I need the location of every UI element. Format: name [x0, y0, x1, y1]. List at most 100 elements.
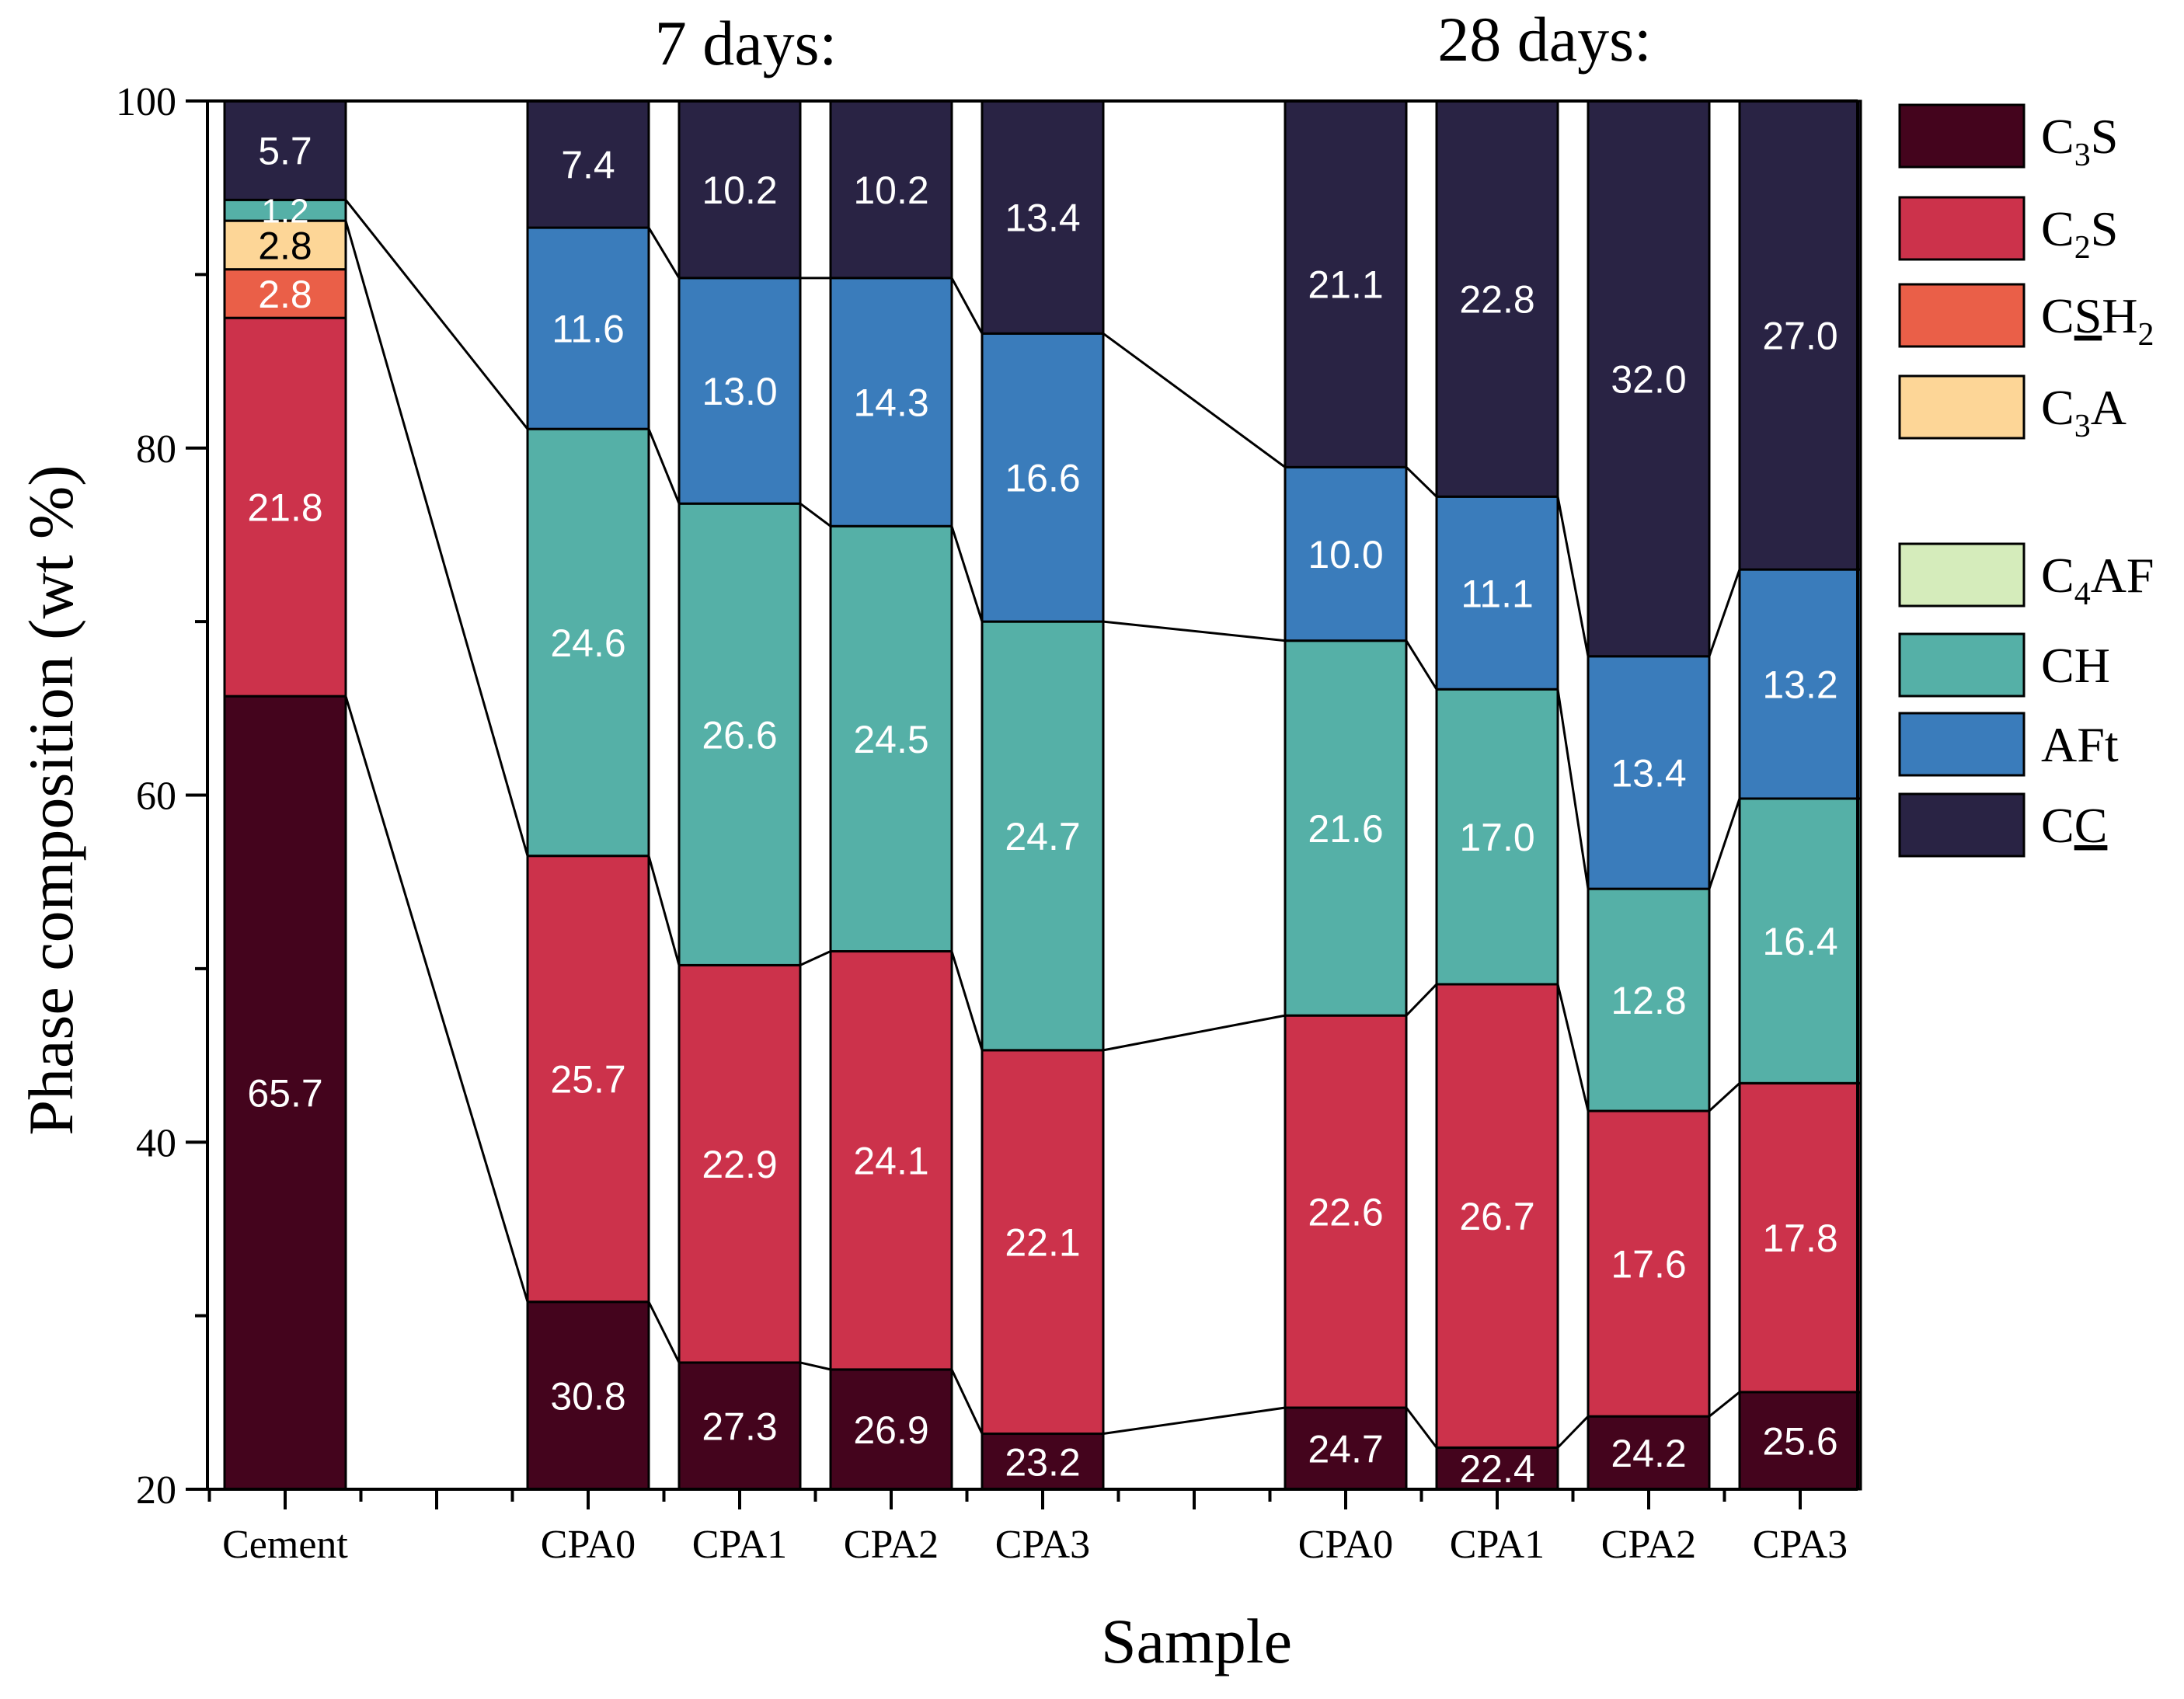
- bar-segment-cc-8: [1738, 99, 1862, 571]
- bar-segment-aft-7: [1587, 655, 1711, 890]
- group-title-28-days: 28 days:: [1437, 4, 1652, 75]
- bar-segment-cc-5: [1284, 99, 1408, 468]
- bar-segment-cc-4: [981, 99, 1105, 335]
- bar-segment-cc-2: [677, 99, 802, 280]
- bar-label-c3s-4: 23.2: [1005, 1440, 1080, 1484]
- bar-label-aft-6: 11.1: [1461, 572, 1534, 615]
- bar-segment-cc-3: [829, 99, 953, 280]
- bars: [223, 99, 1862, 1491]
- group-title-7-days: 7 days:: [655, 8, 838, 78]
- legend: C3S C2S CSH2 C3A C4AF CH AFt CC: [1898, 103, 2154, 858]
- bar-label-aft-4: 16.6: [1005, 457, 1080, 500]
- bar-segment-c2s-5: [1284, 1014, 1408, 1409]
- bar-label-cc-5: 21.1: [1308, 263, 1383, 307]
- x-tick-label-8: CPA3: [1753, 1523, 1848, 1567]
- connector-line-5-6-1: [1405, 983, 1438, 1017]
- bar-label-c3s-8: 25.6: [1762, 1419, 1837, 1463]
- bar-label-ch-1: 24.6: [550, 621, 625, 665]
- bar-label-ch-3: 24.5: [853, 718, 928, 761]
- legend-label-cc: CC: [2041, 798, 2107, 853]
- y-tick-label-80: 80: [136, 427, 176, 472]
- connector-line-2-3-0: [799, 1361, 831, 1371]
- bar-segment-aft-5: [1284, 465, 1408, 642]
- bar-segment-c3s-8: [1738, 1391, 1862, 1491]
- legend-swatch-c4af: [1898, 542, 2026, 608]
- connector-line-5-6-3: [1405, 466, 1438, 498]
- bar-label-ch-2: 26.6: [702, 713, 777, 757]
- bar-segment-aft-4: [981, 332, 1105, 623]
- bar-label-c3s-1: 30.8: [550, 1374, 625, 1418]
- bar-segment-csh2-0: [223, 268, 347, 319]
- connector-line-6-7-2: [1556, 689, 1590, 890]
- bar-segment-cc-0: [223, 99, 347, 201]
- bar-label-aft-3: 14.3: [853, 381, 928, 425]
- legend-label-c3a: C3A: [2041, 380, 2127, 444]
- connector-line-3-4-1: [950, 951, 984, 1051]
- legend-label-csh2: CSH2: [2041, 288, 2154, 353]
- bar-label-c3s-0: 65.7: [247, 1072, 322, 1116]
- bar-label-cc-7: 32.0: [1611, 357, 1686, 401]
- connector-lines: [344, 199, 1741, 1449]
- connector-line-4-5-1: [1102, 1014, 1286, 1052]
- connector-line-7-8-2: [1708, 798, 1741, 890]
- y-tick-label-60: 60: [136, 775, 176, 819]
- x-tick-label-0: Cement: [222, 1523, 348, 1567]
- legend-swatch-ch: [1898, 632, 2026, 698]
- bar-label-cc-3: 10.2: [853, 169, 928, 212]
- connector-line-4-5-2: [1102, 620, 1286, 642]
- connector-line-0-1-2: [344, 199, 529, 430]
- axes: 20 40 60 80 100 Cement CPA0 CPA1 CPA2 CPA3 CPA0 CPA…: [116, 80, 1859, 1567]
- bar-label-c2s-3: 24.1: [853, 1140, 928, 1183]
- bar-segment-c2s-1: [526, 855, 650, 1304]
- bar-segment-c3a-0: [223, 219, 347, 271]
- connector-line-7-8-1: [1708, 1082, 1741, 1112]
- legend-label-aft: AFt: [2041, 717, 2119, 772]
- connector-line-5-6-0: [1405, 1407, 1438, 1449]
- bar-segment-c3s-2: [677, 1361, 802, 1491]
- bar-label-c2s-5: 22.6: [1308, 1191, 1383, 1234]
- bar-segment-ch-4: [981, 620, 1105, 1052]
- bar-label-c3s-6: 22.4: [1459, 1447, 1534, 1491]
- bar-segment-ch-1: [526, 427, 650, 858]
- connector-line-3-4-0: [950, 1369, 984, 1435]
- connector-line-0-1-0: [344, 695, 529, 1303]
- legend-label-c2s: C2S: [2041, 201, 2118, 266]
- connector-line-3-4-2: [950, 525, 984, 622]
- x-tick-label-7: CPA2: [1601, 1523, 1696, 1567]
- y-axis-label: Phase composition (wt %): [16, 465, 86, 1135]
- connector-line-4-5-0: [1102, 1406, 1286, 1436]
- bar-label-ch-7: 12.8: [1611, 979, 1686, 1022]
- connector-line-6-7-3: [1556, 496, 1590, 657]
- bar-segment-ch-5: [1284, 639, 1408, 1017]
- connector-line-3-4-3: [950, 277, 984, 335]
- connector-line-1-2-1: [647, 855, 681, 966]
- bar-label-c2s-0: 21.8: [247, 486, 322, 530]
- connector-line-7-8-0: [1709, 1391, 1740, 1418]
- connector-line-4-5-3: [1102, 332, 1286, 468]
- x-tick-label-4: CPA3: [995, 1523, 1090, 1567]
- bar-label-ch-0: 1.2: [261, 193, 308, 231]
- bar-label-aft-1: 11.6: [552, 308, 625, 351]
- connector-line-2-3-1: [799, 950, 831, 966]
- bar-label-c2s-6: 26.7: [1459, 1195, 1534, 1238]
- bar-label-cc-0: 5.7: [258, 130, 312, 173]
- bar-segment-c3s-4: [981, 1433, 1105, 1491]
- legend-label-c4af: C4AF: [2041, 548, 2154, 612]
- connector-line-0-1-1: [344, 220, 529, 857]
- connector-line-1-2-2: [647, 428, 681, 504]
- legend-swatch-c3s: [1898, 103, 2026, 169]
- x-tick-label-5: CPA0: [1298, 1523, 1393, 1567]
- bar-label-csh2-0: 2.8: [258, 273, 312, 316]
- legend-label-ch: CH: [2041, 638, 2110, 693]
- bar-label-aft-2: 13.0: [702, 370, 777, 413]
- y-tick-label-100: 100: [116, 80, 176, 124]
- x-tick-label-2: CPA1: [692, 1523, 787, 1567]
- bar-segment-aft-8: [1738, 568, 1862, 800]
- x-axis-label: Sample: [1101, 1606, 1292, 1676]
- bar-segment-c3s-1: [526, 1300, 650, 1491]
- bar-segment-c2s-4: [981, 1049, 1105, 1436]
- bar-label-c3s-2: 27.3: [702, 1405, 777, 1448]
- bar-label-c3s-3: 26.9: [853, 1408, 928, 1452]
- bar-label-aft-5: 10.0: [1308, 533, 1383, 576]
- bar-label-c3s-5: 24.7: [1308, 1428, 1383, 1471]
